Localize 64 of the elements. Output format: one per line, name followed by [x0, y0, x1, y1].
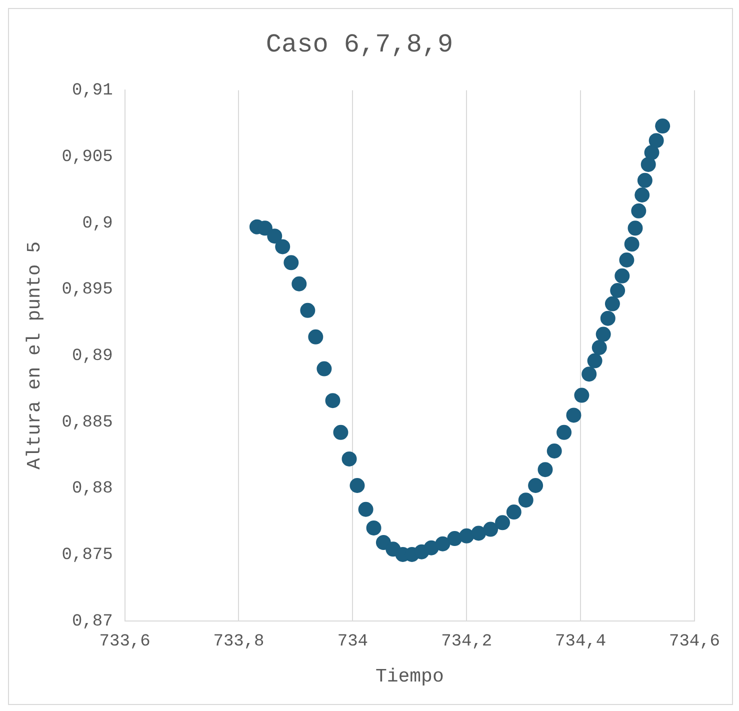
point	[275, 239, 290, 254]
x-tick-label: 733,8	[213, 632, 264, 652]
point	[483, 522, 498, 537]
point	[610, 283, 626, 298]
point	[435, 536, 450, 552]
point	[587, 353, 602, 368]
x-tick-label: 734,6	[668, 632, 720, 652]
point	[655, 118, 670, 134]
point	[566, 408, 582, 423]
point	[640, 156, 656, 172]
y-tick-label: 0,91	[72, 82, 113, 101]
point	[366, 520, 382, 536]
point	[604, 296, 620, 312]
point	[471, 526, 486, 541]
point	[596, 326, 611, 342]
point	[342, 451, 357, 466]
point	[637, 172, 652, 188]
chart-title: Caso 6,7,8,9	[266, 29, 454, 60]
point	[300, 302, 316, 318]
point	[292, 276, 307, 292]
point	[634, 187, 650, 202]
point	[528, 478, 544, 493]
x-tick-label: 734,2	[441, 632, 492, 652]
point	[424, 540, 439, 556]
point	[316, 361, 332, 376]
point	[308, 329, 324, 344]
y-tick-label: 0,885	[62, 413, 113, 432]
point	[518, 492, 534, 508]
point	[358, 502, 374, 517]
x-tick-label: 734	[337, 632, 368, 652]
x-axis-title: Tiempo	[375, 666, 444, 688]
point	[333, 424, 348, 440]
point	[556, 424, 572, 440]
point	[624, 236, 640, 252]
point	[631, 203, 646, 218]
y-tick-label: 0,9	[82, 214, 113, 234]
y-tick-label: 0,88	[72, 480, 113, 499]
x-tick-label: 733,6	[99, 632, 150, 652]
point	[582, 366, 597, 382]
point	[648, 133, 664, 148]
point	[644, 145, 660, 160]
point	[325, 393, 340, 408]
point	[506, 504, 522, 520]
point	[600, 310, 616, 326]
point	[284, 255, 299, 270]
point	[546, 444, 562, 459]
point	[574, 388, 590, 403]
point	[538, 462, 553, 478]
y-tick-label: 0,895	[62, 280, 113, 300]
y-tick-label: 0,875	[62, 546, 113, 565]
point	[459, 528, 474, 544]
point	[592, 340, 607, 356]
y-tick-label: 0,87	[72, 612, 113, 632]
point	[447, 531, 462, 546]
point	[267, 228, 282, 244]
point	[628, 220, 643, 236]
y-tick-label: 0,89	[72, 347, 113, 366]
y-axis-title: Altura en el punto 5	[23, 241, 46, 470]
x-tick-label: 734,4	[555, 632, 606, 652]
point	[619, 252, 634, 268]
point	[495, 515, 510, 530]
point	[350, 478, 365, 493]
y-tick-label: 0,905	[62, 148, 113, 168]
point	[614, 268, 630, 284]
